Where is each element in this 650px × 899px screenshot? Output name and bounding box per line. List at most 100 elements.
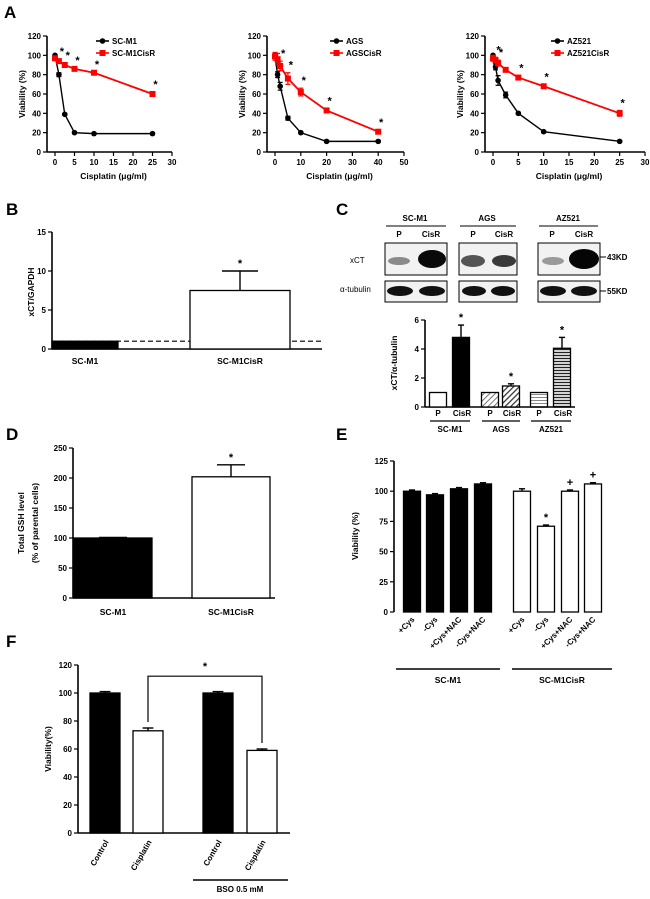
- blot-lane-label: P: [549, 230, 555, 239]
- y-tick-label: 60: [63, 745, 72, 754]
- significance-star: *: [153, 79, 158, 91]
- bar: [89, 692, 121, 834]
- blot-lane-label: CisR: [575, 230, 593, 239]
- blot-lane-label: CisR: [422, 230, 440, 239]
- blot-band: [419, 286, 445, 296]
- significance-star: *: [66, 50, 71, 62]
- x-tick-label: P: [435, 409, 441, 418]
- y-tick-label: 0: [415, 403, 420, 412]
- series-line: [492, 55, 620, 143]
- data-point: [297, 89, 304, 96]
- y-tick-label: 200: [54, 474, 68, 483]
- x-tick-label: 25: [615, 158, 624, 167]
- x-tick-label: Cisplatin: [243, 838, 268, 872]
- x-tick-label: 5: [516, 158, 521, 167]
- significance-star: *: [519, 63, 524, 75]
- line-chart: 0 20 40 60 80 100 120 0 5 10 15 20 25 30 Cisplatin (μg…: [455, 32, 650, 181]
- bar-chart: 0 5 10 15 * SC-M1 SC-M1CisR xCT/GAPDH: [26, 228, 322, 366]
- significance-star: *: [496, 44, 501, 56]
- significance-star: *: [459, 312, 464, 324]
- bar: [246, 749, 278, 834]
- blot-band: [418, 250, 446, 268]
- significance-star: *: [560, 324, 565, 336]
- significance-star: *: [302, 75, 307, 87]
- x-tick-label: P: [536, 409, 542, 418]
- bar: [583, 483, 603, 613]
- blot-band: [492, 255, 516, 267]
- series-line: [54, 57, 153, 95]
- group-label: AGS: [492, 425, 510, 434]
- data-point: [274, 56, 281, 63]
- x-tick-label: 10: [539, 158, 548, 167]
- data-point: [375, 128, 382, 135]
- x-tick-label: +Cys: [506, 615, 526, 635]
- bar: [560, 490, 580, 613]
- y-tick-label: 0: [42, 345, 47, 354]
- x-tick-label: -Cys: [532, 615, 551, 634]
- x-tick-label: CisR: [453, 409, 471, 418]
- y-tick-label: 100: [54, 534, 68, 543]
- y-tick-label: 125: [375, 457, 389, 466]
- data-point: [91, 130, 97, 137]
- y-tick-label: 6: [415, 316, 420, 325]
- group-label: AZ521: [539, 425, 564, 434]
- y-axis-label: Viability (%): [17, 70, 27, 118]
- bar-chart: 0 50 100 150 200 250 * SC-M1 SC-M1CisR Total GSH …: [16, 444, 275, 617]
- legend-marker: [99, 50, 106, 56]
- x-tick-label: 30: [168, 158, 177, 167]
- y-tick-label: 25: [379, 578, 388, 587]
- data-point: [375, 138, 382, 145]
- legend-marker: [99, 38, 106, 44]
- significance-plus: +: [567, 477, 573, 489]
- x-tick-label: 0: [491, 158, 496, 167]
- y-tick-label: 80: [470, 71, 479, 80]
- data-point: [502, 92, 509, 98]
- blot-row-label: α-tubulin: [340, 285, 371, 294]
- data-point: [285, 115, 291, 121]
- x-tick-label: CisR: [554, 409, 572, 418]
- legend-marker: [554, 38, 561, 44]
- x-tick-label: SC-M1CisR: [217, 356, 263, 366]
- bar: [451, 336, 471, 408]
- significance-star: *: [238, 258, 243, 270]
- data-point: [323, 107, 330, 114]
- bar: [402, 490, 422, 613]
- y-tick-label: 250: [54, 444, 68, 453]
- y-axis-label: xCT/GAPDH: [26, 267, 36, 316]
- blot-row-label: xCT: [350, 256, 365, 265]
- y-tick-label: 120: [59, 661, 73, 670]
- blot-band: [491, 286, 515, 296]
- data-point: [515, 74, 522, 81]
- y-tick-label: 0: [384, 608, 389, 617]
- x-tick-label: 20: [129, 158, 138, 167]
- panel-letter-c: C: [336, 200, 348, 219]
- x-tick-label: P: [487, 409, 493, 418]
- significance-star: *: [95, 59, 100, 71]
- data-point: [495, 60, 502, 67]
- blot-group-label: AZ521: [556, 214, 581, 223]
- y-tick-label: 100: [59, 689, 73, 698]
- blot-band: [569, 249, 599, 269]
- significance-star: *: [327, 96, 332, 108]
- x-axis-label: Cisplatin (μg/ml): [80, 171, 147, 181]
- y-tick-label: 60: [252, 90, 261, 99]
- blot-group-label: SC-M1: [403, 214, 428, 223]
- group-label: SC-M1: [438, 425, 463, 434]
- y-tick-label: 0: [257, 148, 262, 157]
- data-point: [55, 58, 62, 65]
- x-tick-label: Cisplatin: [129, 838, 154, 872]
- x-tick-label: SC-M1CisR: [208, 607, 254, 617]
- y-tick-label: 100: [375, 487, 389, 496]
- legend-marker: [333, 50, 340, 56]
- y-tick-label: 0: [37, 148, 42, 157]
- blot-band: [462, 286, 486, 296]
- x-tick-label: 15: [109, 158, 118, 167]
- x-tick-label: 10: [90, 158, 99, 167]
- blot-lane-label: P: [470, 230, 476, 239]
- data-point: [515, 110, 522, 117]
- data-point: [71, 129, 78, 136]
- y-tick-label: 4: [415, 345, 420, 354]
- legend-marker: [333, 38, 340, 44]
- data-point: [540, 128, 547, 135]
